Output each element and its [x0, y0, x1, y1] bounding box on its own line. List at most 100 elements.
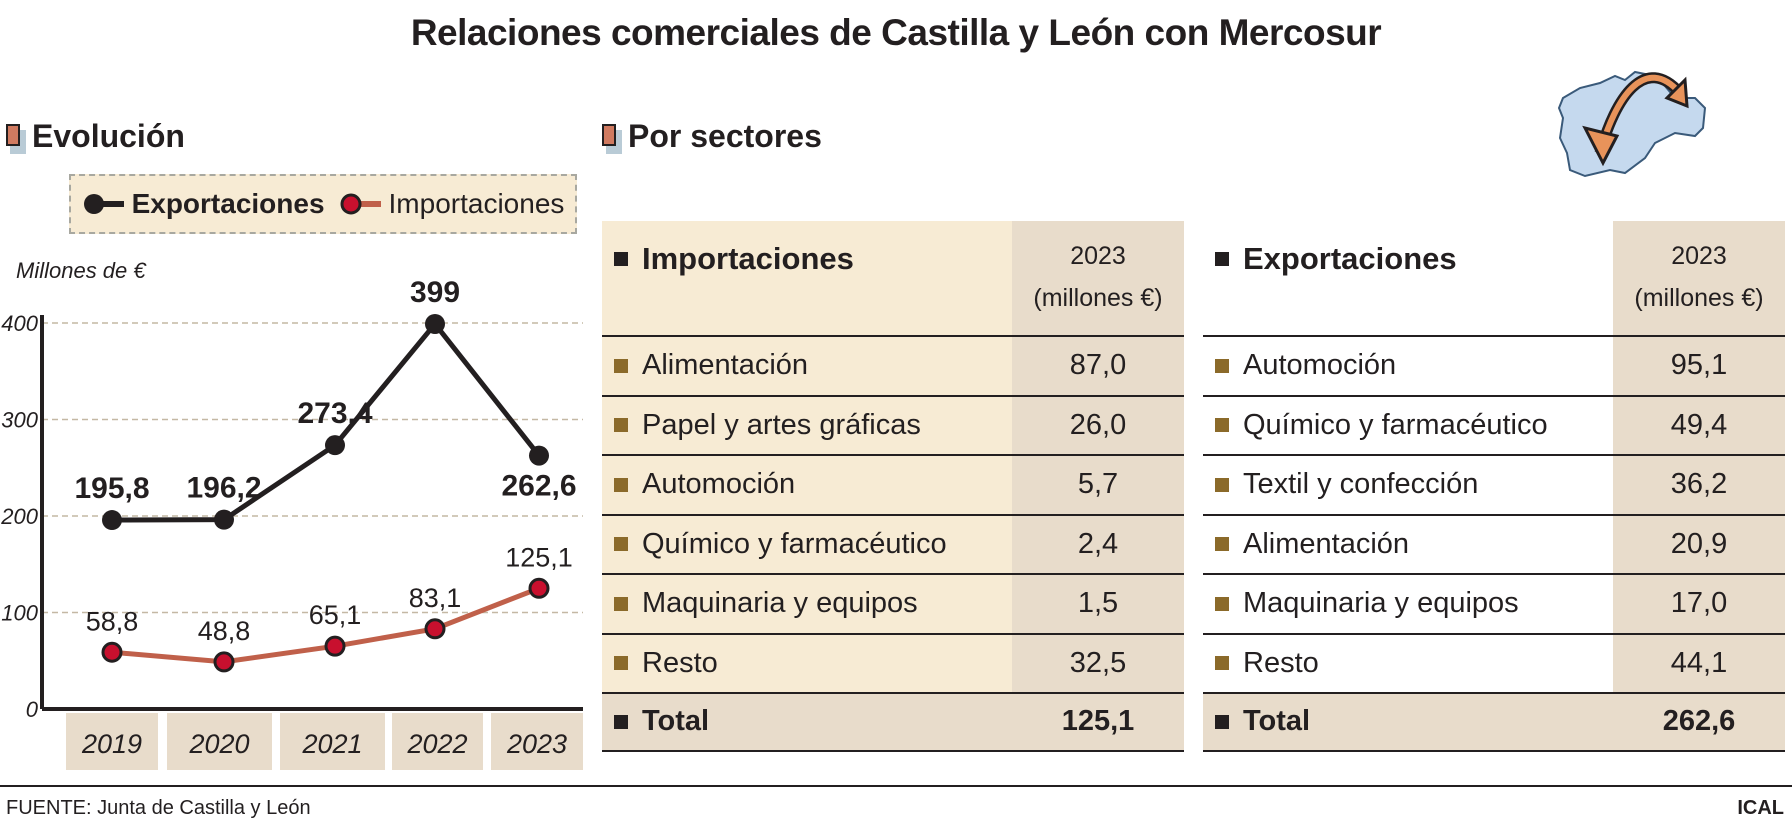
sector-label: Químico y farmacéutico [1243, 408, 1548, 441]
bullet-icon [1215, 596, 1229, 611]
y-tick-label: 100 [1, 601, 38, 626]
table-row: Automoción 95,1 [1203, 335, 1785, 395]
sector-label: Automoción [642, 468, 796, 501]
page-title: Relaciones comerciales de Castilla y Leó… [410, 12, 1382, 53]
x-tick-box [392, 713, 483, 770]
imports-point [324, 635, 346, 657]
column-year: 2023 [1070, 242, 1126, 270]
column-year: 2023 [1671, 242, 1727, 270]
table-total-row: Total 262,6 [1203, 692, 1785, 752]
exports-point [325, 435, 345, 456]
bullet-icon [614, 477, 628, 492]
exports-data-label: 273,4 [297, 397, 372, 430]
sector-value: 87,0 [1069, 349, 1127, 382]
exports-point [425, 313, 445, 334]
legend-imports: Importaciones [339, 188, 564, 220]
total-value: 125,1 [1012, 705, 1184, 739]
section-sectors-heading: Por sectores [602, 118, 822, 155]
imports-point [101, 641, 123, 663]
legend-exports: Exportaciones [82, 188, 325, 220]
bullet-icon [1215, 714, 1229, 729]
bullet-icon [1215, 477, 1229, 492]
section-marker-icon [6, 123, 26, 154]
x-tick-label: 2022 [406, 729, 467, 759]
x-tick-box [280, 713, 385, 770]
imports-data-label: 125,1 [505, 542, 573, 572]
table-row: Papel y artes gráficas 26,0 [602, 394, 1184, 455]
x-tick-box [66, 713, 158, 770]
table-header: Exportaciones 2023 (millones €) [1203, 221, 1785, 335]
imports-data-label: 65,1 [309, 600, 362, 630]
bullet-icon [1215, 358, 1229, 373]
sector-label: Maquinaria y equipos [642, 587, 918, 620]
imports-point [213, 651, 235, 673]
exports-data-label: 196,2 [186, 472, 261, 505]
bullet-icon [614, 537, 628, 552]
bullet-icon [1215, 656, 1229, 671]
section-title: Evolución [32, 118, 185, 154]
sector-label: Automoción [1243, 349, 1397, 382]
table-row: Maquinaria y equipos 1,5 [602, 573, 1184, 633]
imports-point [528, 577, 550, 599]
legend-imports-marker-icon [340, 193, 381, 215]
bullet-icon [614, 714, 628, 729]
imports-point [424, 618, 446, 640]
footer-divider [0, 785, 1792, 787]
sector-label: Resto [1243, 646, 1319, 679]
line-chart: 0 100 200 300 400 2019 2020 2021 2022 2023 195,8 19… [0, 280, 583, 770]
bullet-icon [614, 358, 628, 373]
legend-label: Exportaciones [131, 188, 325, 219]
y-tick-label: 400 [1, 311, 38, 336]
sector-value: 2,4 [1077, 527, 1119, 560]
y-tick-label: 0 [26, 697, 39, 722]
sector-label: Textil y confección [1243, 468, 1479, 501]
bullet-icon [614, 656, 628, 671]
bullet-icon [614, 596, 628, 611]
sector-value: 49,4 [1670, 408, 1728, 441]
sector-value: 1,5 [1077, 587, 1119, 620]
table-header: Importaciones 2023 (millones €) [602, 221, 1184, 335]
sector-label: Alimentación [1243, 527, 1410, 560]
imports-table: Importaciones 2023 (millones €) Alimentac… [602, 221, 1184, 752]
exports-point [102, 510, 122, 531]
section-marker-icon [602, 123, 622, 154]
sector-value: 36,2 [1670, 468, 1728, 501]
total-label: Total [642, 705, 710, 738]
agency-credit: ICAL [1737, 797, 1784, 819]
table-row: Maquinaria y equipos 17,0 [1203, 573, 1785, 633]
exports-point [214, 509, 234, 530]
column-unit: (millones €) [1033, 284, 1163, 312]
source-note: FUENTE: Junta de Castilla y León [6, 797, 311, 819]
exports-table: Exportaciones 2023 (millones €) Automoció… [1203, 221, 1785, 752]
value-column-bg [1613, 221, 1785, 752]
exports-data-label: 262,6 [501, 470, 576, 503]
x-tick-label: 2023 [506, 729, 567, 759]
total-label: Total [1243, 705, 1311, 738]
imports-data-label: 83,1 [409, 583, 462, 613]
table-row: Automoción 5,7 [602, 454, 1184, 514]
sector-value: 95,1 [1670, 349, 1728, 382]
x-tick-label: 2019 [81, 729, 142, 759]
sector-value: 20,9 [1670, 527, 1728, 560]
legend-exports-marker-icon [83, 194, 124, 214]
sector-label: Alimentación [642, 349, 809, 382]
sector-value: 32,5 [1069, 646, 1127, 679]
table-row: Alimentación 20,9 [1203, 513, 1785, 574]
chart-legend: Exportaciones Importaciones [69, 174, 577, 234]
sector-label: Maquinaria y equipos [1243, 587, 1519, 620]
y-axis-label: Millones de € [16, 258, 146, 283]
bullet-icon [614, 418, 628, 433]
exports-data-label: 195,8 [74, 472, 149, 505]
table-row: Resto 44,1 [1203, 632, 1785, 693]
sector-value: 44,1 [1670, 646, 1728, 679]
bullet-icon [1215, 252, 1229, 266]
bullet-icon [614, 252, 628, 266]
section-title: Por sectores [628, 118, 822, 154]
bullet-icon [1215, 537, 1229, 552]
bullet-icon [1215, 418, 1229, 433]
table-row: Textil y confección 36,2 [1203, 454, 1785, 514]
sector-value: 5,7 [1077, 468, 1119, 501]
table-total-row: Total 125,1 [602, 692, 1184, 752]
table-row: Resto 32,5 [602, 632, 1184, 693]
